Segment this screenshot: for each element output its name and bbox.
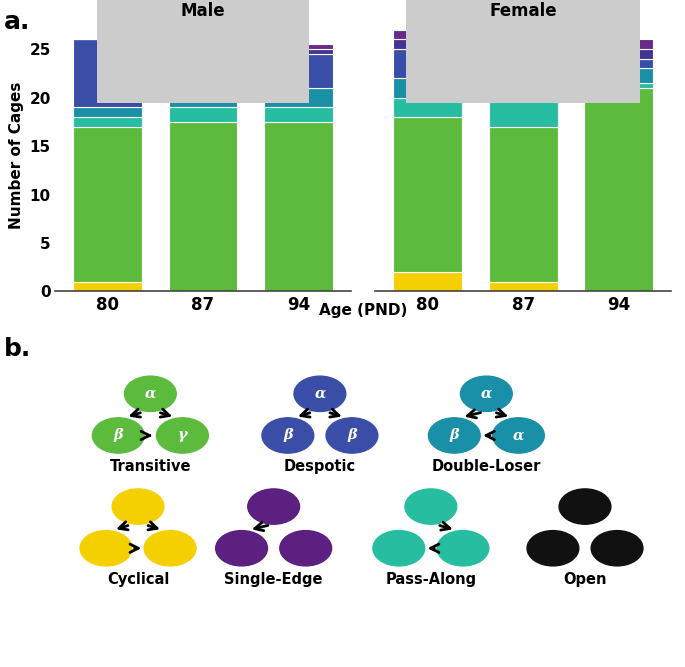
Ellipse shape xyxy=(405,489,457,524)
Bar xyxy=(73,39,142,107)
Bar xyxy=(488,127,558,281)
Ellipse shape xyxy=(373,530,425,566)
Bar xyxy=(393,78,462,97)
Bar xyxy=(584,83,653,88)
Bar xyxy=(488,281,558,291)
Bar xyxy=(393,39,462,49)
Text: α: α xyxy=(145,387,156,401)
Bar xyxy=(584,49,653,59)
Title: Female: Female xyxy=(489,2,557,20)
Bar xyxy=(393,49,462,78)
Bar xyxy=(393,30,462,39)
Bar xyxy=(393,97,462,117)
Text: α: α xyxy=(481,387,492,401)
Text: Transitive: Transitive xyxy=(110,459,191,474)
Text: β: β xyxy=(449,428,459,442)
Text: Despotic: Despotic xyxy=(284,459,356,474)
Bar xyxy=(169,39,238,88)
Ellipse shape xyxy=(157,418,208,453)
Text: Pass-Along: Pass-Along xyxy=(385,572,477,587)
Ellipse shape xyxy=(216,530,267,566)
Ellipse shape xyxy=(92,418,144,453)
Ellipse shape xyxy=(527,530,579,566)
Bar xyxy=(264,44,333,49)
Bar xyxy=(264,54,333,88)
Bar xyxy=(264,88,333,107)
Bar xyxy=(584,69,653,83)
Ellipse shape xyxy=(112,489,164,524)
Title: Male: Male xyxy=(181,2,225,20)
Bar xyxy=(393,117,462,272)
Ellipse shape xyxy=(437,530,489,566)
Text: Single-Edge: Single-Edge xyxy=(225,572,323,587)
Text: Double-Loser: Double-Loser xyxy=(432,459,541,474)
Text: γ: γ xyxy=(177,428,187,442)
Ellipse shape xyxy=(125,376,176,412)
Text: Cyclical: Cyclical xyxy=(107,572,169,587)
Text: b.: b. xyxy=(3,337,31,361)
Text: a.: a. xyxy=(3,10,30,34)
Text: β: β xyxy=(114,428,123,442)
Text: β: β xyxy=(347,428,357,442)
Bar xyxy=(169,107,238,122)
Bar xyxy=(169,88,238,107)
Bar xyxy=(73,107,142,117)
Bar xyxy=(264,122,333,291)
Bar xyxy=(488,78,558,97)
Ellipse shape xyxy=(326,418,378,453)
Bar xyxy=(584,39,653,49)
Ellipse shape xyxy=(80,530,132,566)
Text: α: α xyxy=(314,387,325,401)
Bar xyxy=(584,59,653,69)
Bar xyxy=(73,281,142,291)
Bar xyxy=(488,49,558,78)
Ellipse shape xyxy=(294,376,346,412)
Ellipse shape xyxy=(248,489,299,524)
Ellipse shape xyxy=(262,418,314,453)
Bar xyxy=(488,39,558,49)
Bar xyxy=(393,272,462,291)
Bar xyxy=(584,88,653,291)
Bar xyxy=(169,122,238,291)
Bar xyxy=(73,117,142,127)
Ellipse shape xyxy=(493,418,545,453)
Bar xyxy=(488,30,558,39)
Ellipse shape xyxy=(559,489,611,524)
Text: α: α xyxy=(513,428,524,442)
Y-axis label: Number of Cages: Number of Cages xyxy=(9,82,24,229)
Text: Open: Open xyxy=(563,572,607,587)
Bar xyxy=(264,107,333,122)
Bar xyxy=(488,97,558,127)
Bar xyxy=(73,127,142,281)
Ellipse shape xyxy=(460,376,512,412)
Ellipse shape xyxy=(144,530,196,566)
Text: β: β xyxy=(283,428,292,442)
Ellipse shape xyxy=(591,530,643,566)
Bar xyxy=(264,49,333,54)
Ellipse shape xyxy=(279,530,332,566)
Ellipse shape xyxy=(428,418,480,453)
Text: Age (PND): Age (PND) xyxy=(319,303,408,318)
